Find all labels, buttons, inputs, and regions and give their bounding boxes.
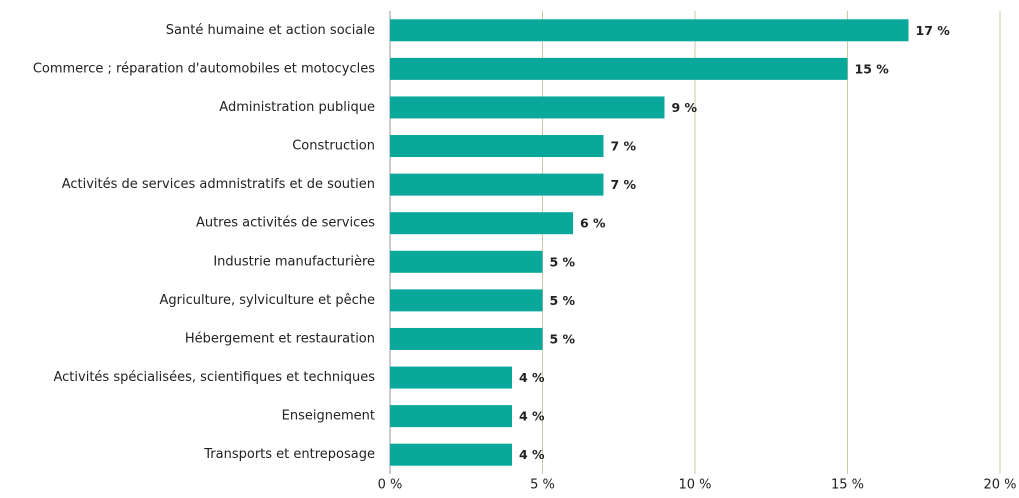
value-label: 5 %	[550, 293, 576, 308]
bar	[390, 173, 604, 196]
y-tick-label: Autres activités de services	[196, 216, 375, 231]
bar	[390, 135, 604, 158]
value-label: 6 %	[580, 216, 606, 231]
bar	[390, 327, 543, 350]
bar	[390, 443, 512, 466]
bar	[390, 250, 543, 273]
x-tick-label: 5 %	[530, 478, 555, 493]
x-tick-label: 0 %	[378, 478, 403, 493]
y-tick-label: Hébergement et restauration	[185, 331, 375, 346]
value-label: 4 %	[519, 370, 545, 385]
value-label: 4 %	[519, 447, 545, 462]
value-label: 9 %	[672, 100, 698, 115]
x-tick-label: 10 %	[678, 478, 711, 493]
bar	[390, 366, 512, 389]
x-tick-label: 15 %	[831, 478, 864, 493]
y-tick-label: Transports et entreposage	[203, 447, 375, 462]
bar	[390, 57, 848, 80]
x-tick-label: 20 %	[983, 478, 1016, 493]
bar	[390, 289, 543, 312]
value-label: 4 %	[519, 409, 545, 424]
value-label: 5 %	[550, 331, 576, 346]
bar	[390, 96, 665, 119]
bar	[390, 19, 909, 42]
y-tick-label: Santé humaine et action sociale	[166, 23, 375, 38]
y-tick-label: Administration publique	[219, 100, 375, 115]
y-tick-label: Commerce ; réparation d'automobiles et m…	[33, 61, 375, 76]
y-tick-label: Industrie manufacturière	[213, 254, 375, 269]
value-label: 17 %	[916, 23, 951, 38]
bar	[390, 212, 573, 235]
bar	[390, 405, 512, 428]
y-tick-label: Activités de services admnistratifs et d…	[62, 177, 375, 192]
y-tick-label: Enseignement	[282, 409, 375, 424]
value-label: 7 %	[611, 139, 637, 154]
y-tick-label: Agriculture, sylviculture et pêche	[159, 293, 375, 308]
value-label: 7 %	[611, 177, 637, 192]
value-label: 5 %	[550, 254, 576, 269]
y-tick-label: Construction	[292, 139, 375, 154]
value-label: 15 %	[855, 61, 890, 76]
y-tick-label: Activités spécialisées, scientifiques et…	[54, 370, 376, 385]
